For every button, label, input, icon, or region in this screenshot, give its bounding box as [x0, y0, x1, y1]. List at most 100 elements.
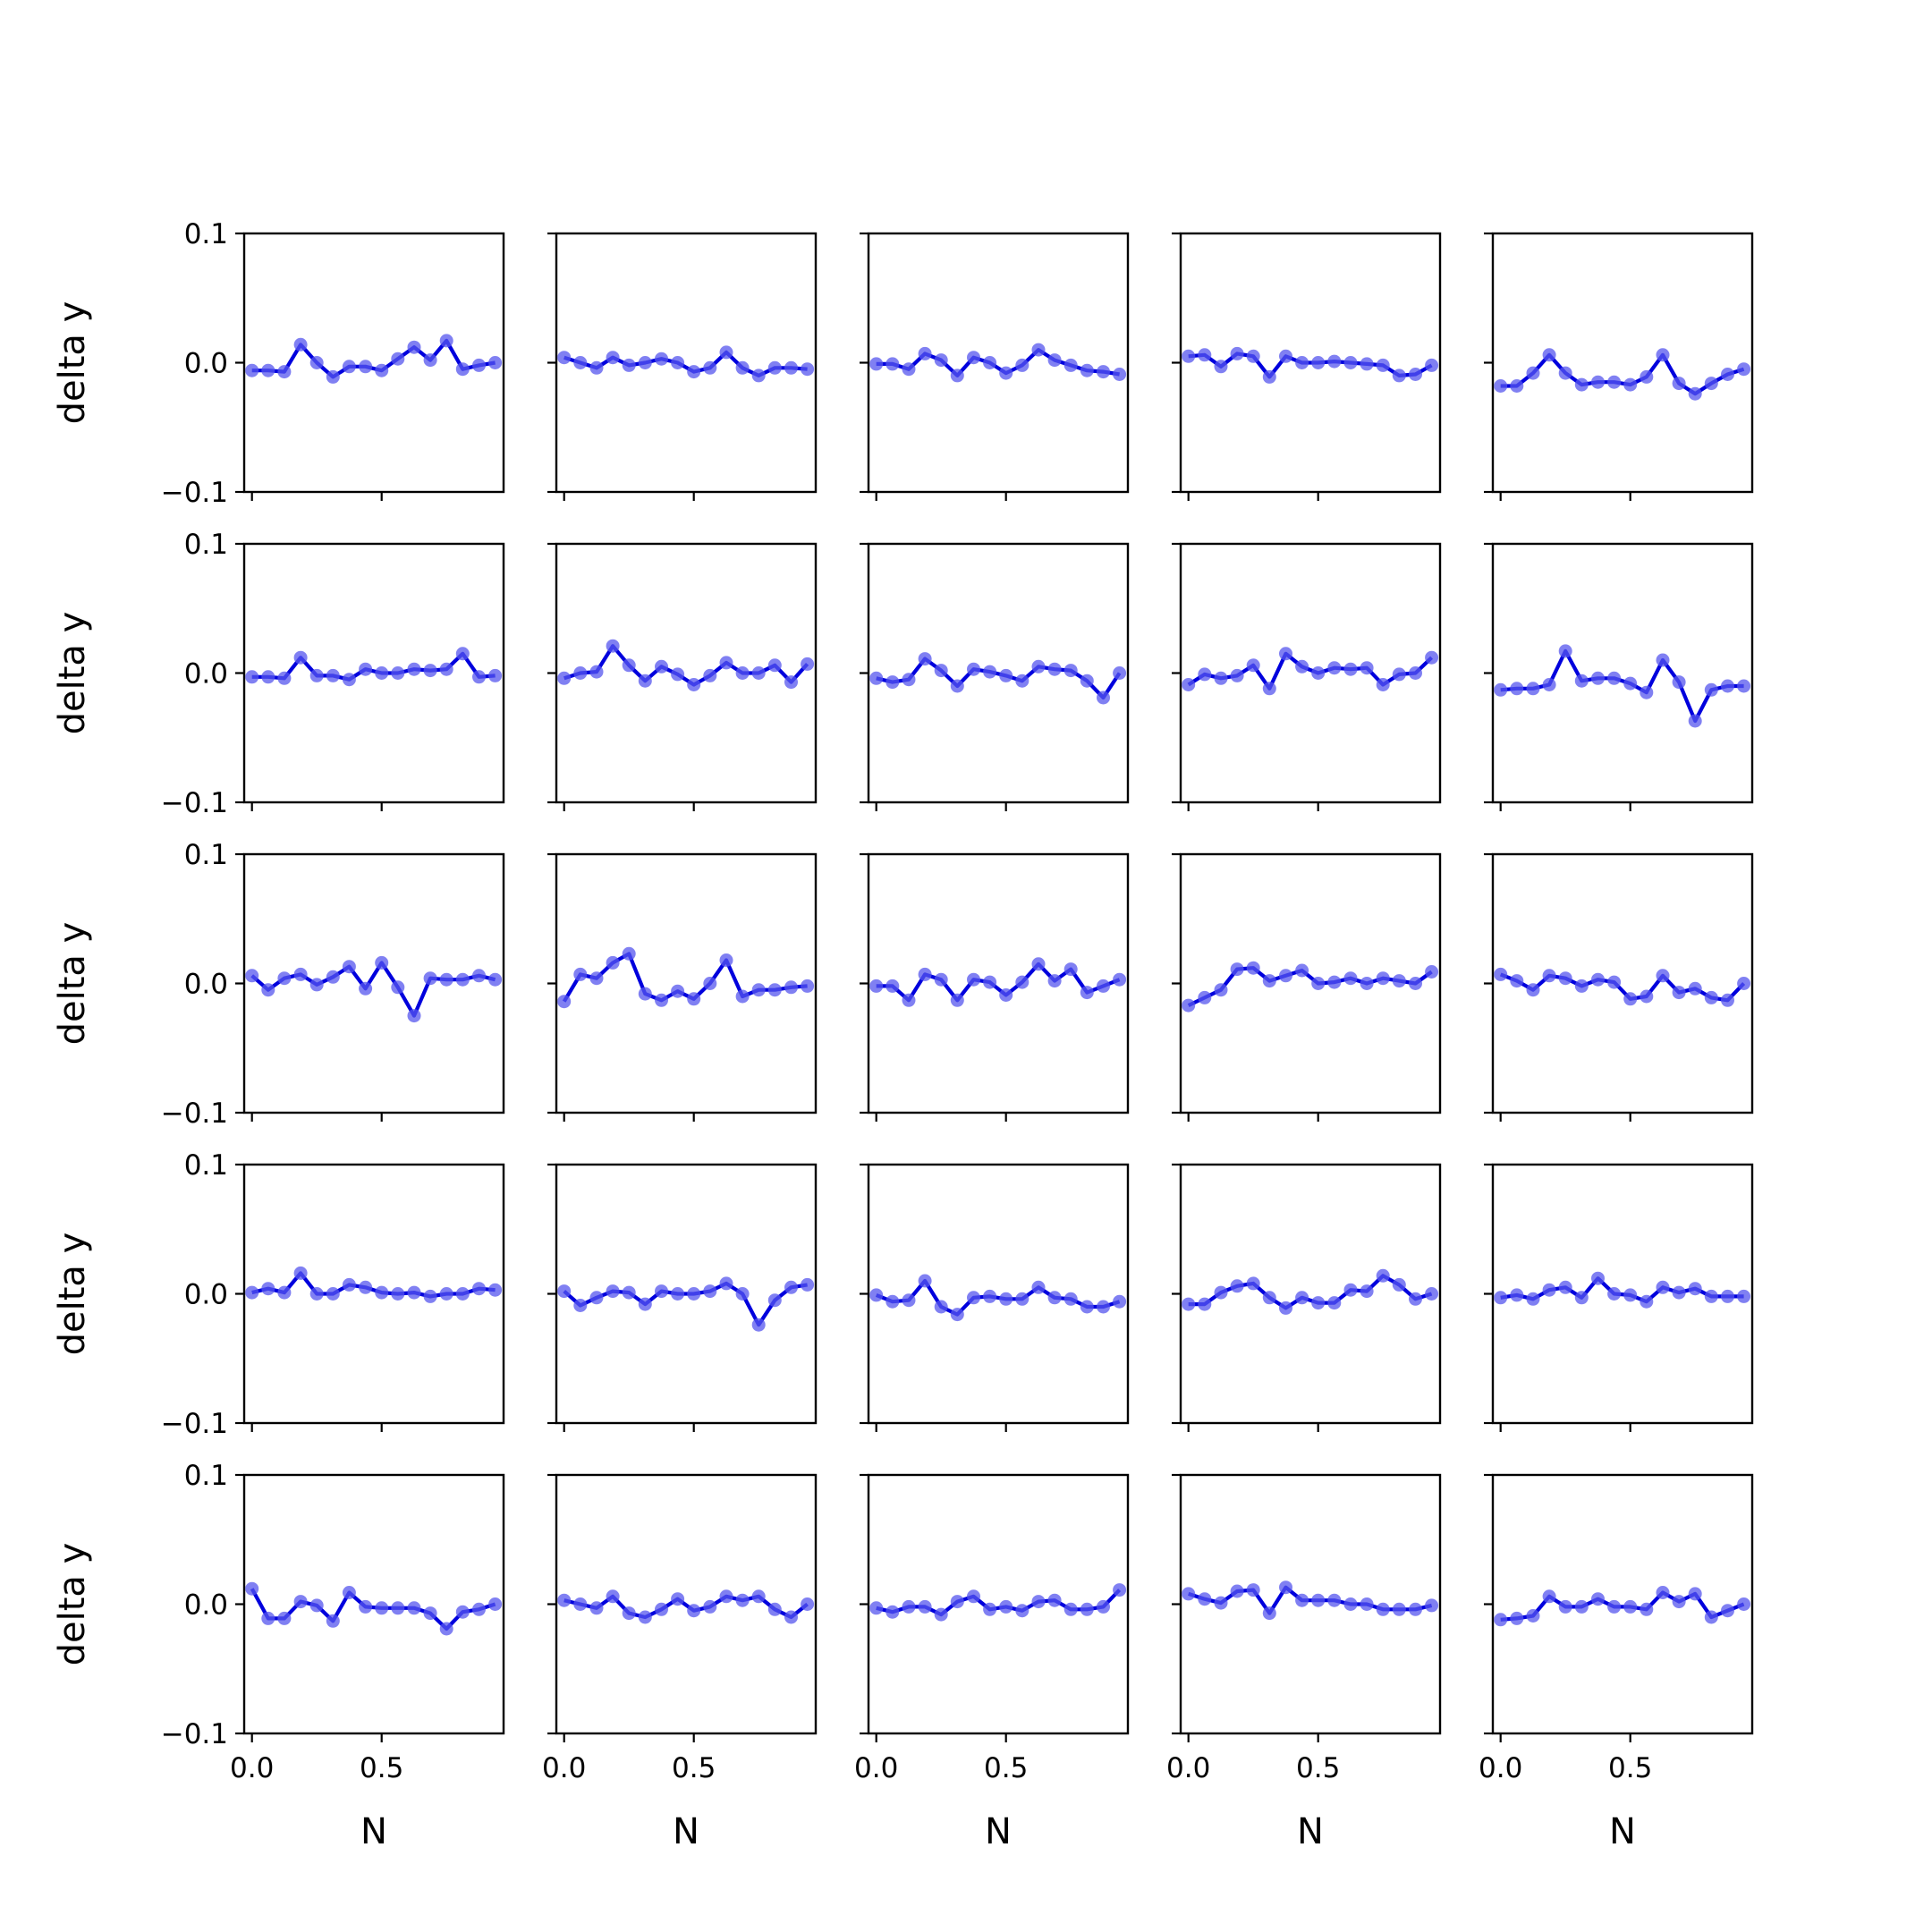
data-point — [245, 670, 259, 684]
data-point — [1080, 674, 1094, 688]
data-point — [671, 984, 685, 998]
data-point — [1656, 653, 1670, 667]
data-point — [391, 666, 405, 680]
data-point — [1542, 1589, 1556, 1604]
data-point — [767, 658, 782, 673]
series-line — [1188, 1585, 1433, 1615]
data-point — [1097, 979, 1110, 993]
data-point — [573, 666, 588, 680]
data-point — [950, 679, 964, 693]
data-point — [1392, 1277, 1406, 1292]
data-point — [902, 1293, 916, 1308]
data-point — [326, 1287, 340, 1301]
y-tick-label: 0.0 — [184, 969, 228, 1001]
data-point — [1047, 662, 1062, 676]
data-point — [1376, 678, 1390, 691]
data-point — [719, 345, 733, 360]
data-point — [1721, 993, 1734, 1007]
data-point — [1080, 363, 1094, 377]
data-point — [589, 360, 604, 375]
data-point — [1031, 957, 1046, 971]
data-point — [687, 1604, 701, 1618]
subplot-2-2 — [547, 542, 818, 811]
data-point — [407, 340, 421, 354]
data-point — [719, 1589, 733, 1604]
data-point — [1113, 1583, 1127, 1597]
data-point — [1392, 369, 1406, 383]
data-point — [589, 1601, 604, 1615]
data-point — [359, 981, 373, 996]
subplot-5-2: 0.0 0.5 N — [542, 1473, 818, 1852]
data-point — [801, 362, 815, 377]
data-point — [261, 983, 275, 997]
data-point — [1311, 666, 1326, 680]
y-tick-label: 0.1 — [184, 839, 228, 871]
data-point — [1574, 377, 1589, 392]
data-point — [1198, 990, 1212, 1004]
data-point — [1113, 666, 1127, 680]
data-point — [1494, 1291, 1508, 1305]
series-line — [1500, 1276, 1744, 1304]
subplot-2-1: −0.1 0.0 0.1 delta y — [52, 529, 505, 819]
data-point — [967, 972, 980, 987]
data-point — [1425, 1598, 1439, 1613]
data-point — [309, 1287, 324, 1301]
data-point — [1591, 671, 1605, 685]
data-point — [1672, 986, 1686, 1000]
data-point — [1721, 679, 1734, 693]
data-point — [784, 675, 798, 690]
data-point — [1230, 962, 1244, 977]
data-point — [1623, 1288, 1638, 1302]
data-point — [277, 365, 292, 379]
data-point — [1409, 666, 1422, 680]
data-point — [455, 647, 470, 661]
data-point — [1214, 1285, 1228, 1300]
data-point — [277, 971, 292, 986]
data-point — [1607, 375, 1622, 389]
data-point — [1279, 647, 1292, 661]
data-point — [1640, 1294, 1654, 1309]
data-point — [1392, 974, 1406, 988]
data-point — [342, 960, 356, 974]
data-point — [557, 671, 572, 685]
data-point — [1327, 975, 1342, 989]
data-point — [1721, 368, 1734, 381]
data-point — [261, 1611, 275, 1625]
data-point — [902, 993, 916, 1007]
data-point — [1558, 971, 1572, 986]
data-point — [703, 668, 717, 682]
series-line — [1500, 648, 1744, 724]
data-point — [1558, 644, 1572, 658]
data-point — [1542, 1283, 1556, 1297]
data-point — [1376, 358, 1390, 372]
data-point — [1063, 962, 1078, 977]
data-point — [1327, 661, 1342, 675]
data-point — [1607, 1599, 1622, 1614]
data-point — [1623, 992, 1638, 1006]
data-point — [326, 970, 340, 984]
data-point — [309, 978, 324, 992]
data-point — [1510, 1288, 1524, 1302]
data-point — [801, 979, 815, 993]
data-point — [1737, 362, 1751, 377]
data-point — [1262, 369, 1276, 384]
data-point — [1198, 1592, 1212, 1606]
data-point — [1704, 682, 1718, 697]
series-line — [876, 1589, 1122, 1617]
data-point — [488, 972, 503, 987]
data-point — [999, 366, 1013, 380]
data-point — [359, 1280, 373, 1294]
data-point — [1542, 678, 1556, 691]
data-point — [1623, 1599, 1638, 1614]
data-point — [983, 356, 997, 369]
data-point — [1198, 667, 1212, 682]
series-line — [876, 348, 1120, 377]
data-point — [407, 1285, 421, 1300]
data-point — [1494, 967, 1508, 981]
data-point — [1360, 1284, 1374, 1299]
data-point — [687, 365, 701, 379]
data-point — [886, 979, 900, 993]
data-point — [455, 1287, 470, 1301]
series-line — [1187, 966, 1433, 1007]
